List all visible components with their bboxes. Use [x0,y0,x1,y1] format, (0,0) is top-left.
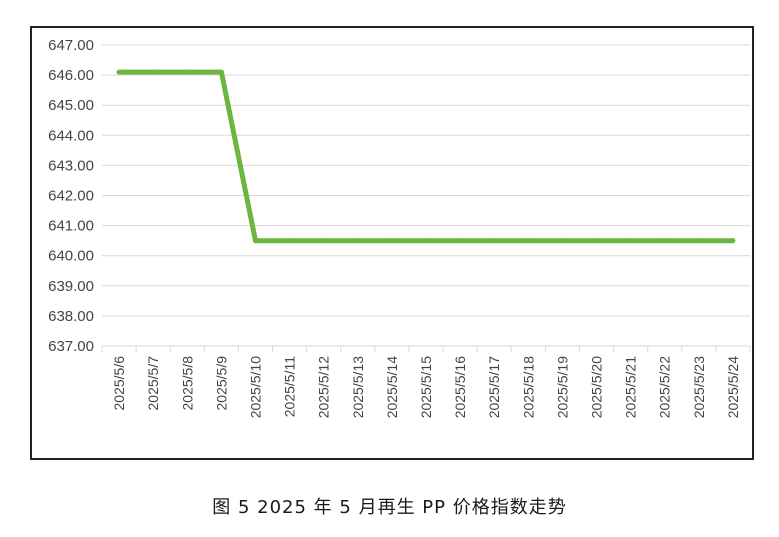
y-tick-label: 643.00 [48,157,94,174]
x-tick-label: 2025/5/23 [691,356,707,418]
data-point [355,238,361,244]
x-tick-label: 2025/5/14 [384,356,400,418]
x-tick-label: 2025/5/18 [520,356,536,418]
x-axis-ticks: 2025/5/6 2025/5/7 2025/5/8 2025/5/9 2025/5/1… [101,346,751,418]
x-tick-label: 2025/5/10 [247,356,263,418]
series-lines [116,69,736,244]
data-point [559,238,565,244]
data-point [218,69,224,75]
y-tick-label: 637.00 [48,338,94,355]
data-point [150,69,156,75]
x-tick-label: 2025/5/24 [725,356,741,418]
x-tick-label: 2025/5/11 [282,356,298,417]
data-point [525,238,531,244]
x-tick-label: 2025/5/13 [350,356,366,418]
y-tick-label: 638.00 [48,308,94,325]
data-point [184,69,190,75]
y-tick-label: 647.00 [48,37,94,54]
x-tick-label: 2025/5/12 [316,356,332,418]
x-tick-label: 2025/5/17 [486,356,502,418]
data-point [116,69,122,75]
series-line [119,69,733,244]
y-tick-label: 640.00 [48,248,94,265]
chart-frame: 647.00 646.00 645.00 644.00 643.00 642.00 641.… [30,26,754,460]
y-tick-label: 645.00 [48,97,94,114]
data-point [628,238,634,244]
y-tick-label: 644.00 [48,127,94,144]
y-tick-label: 646.00 [48,67,94,84]
data-point [594,238,600,244]
line-chart: 647.00 646.00 645.00 644.00 643.00 642.00 641.… [48,37,751,418]
x-tick-label: 2025/5/22 [657,356,673,418]
y-tick-label: 642.00 [48,188,94,205]
x-tick-label: 2025/5/20 [589,356,605,418]
x-tick-label: 2025/5/15 [418,356,434,418]
data-point [287,238,293,244]
data-point [423,238,429,244]
grid-lines [102,44,750,347]
data-point [730,238,736,244]
data-point [491,238,497,244]
x-tick-label: 2025/5/8 [179,356,195,411]
figure-caption: 图 5 2025 年 5 月再生 PP 价格指数走势 [212,497,567,518]
x-tick-label: 2025/5/9 [213,356,229,411]
x-tick-label: 2025/5/6 [111,356,127,411]
data-point [457,238,463,244]
x-tick-label: 2025/5/19 [554,356,570,418]
y-axis-ticks: 647.00 646.00 645.00 644.00 643.00 642.00 641.… [48,37,94,355]
x-tick-label: 2025/5/7 [145,356,161,411]
x-tick-label: 2025/5/16 [452,356,468,418]
data-point [252,238,258,244]
y-tick-label: 639.00 [48,278,94,295]
x-tick-label: 2025/5/21 [623,356,639,418]
y-tick-label: 641.00 [48,218,94,235]
data-point [321,238,327,244]
data-point [662,238,668,244]
data-point [696,238,702,244]
data-point [389,238,395,244]
